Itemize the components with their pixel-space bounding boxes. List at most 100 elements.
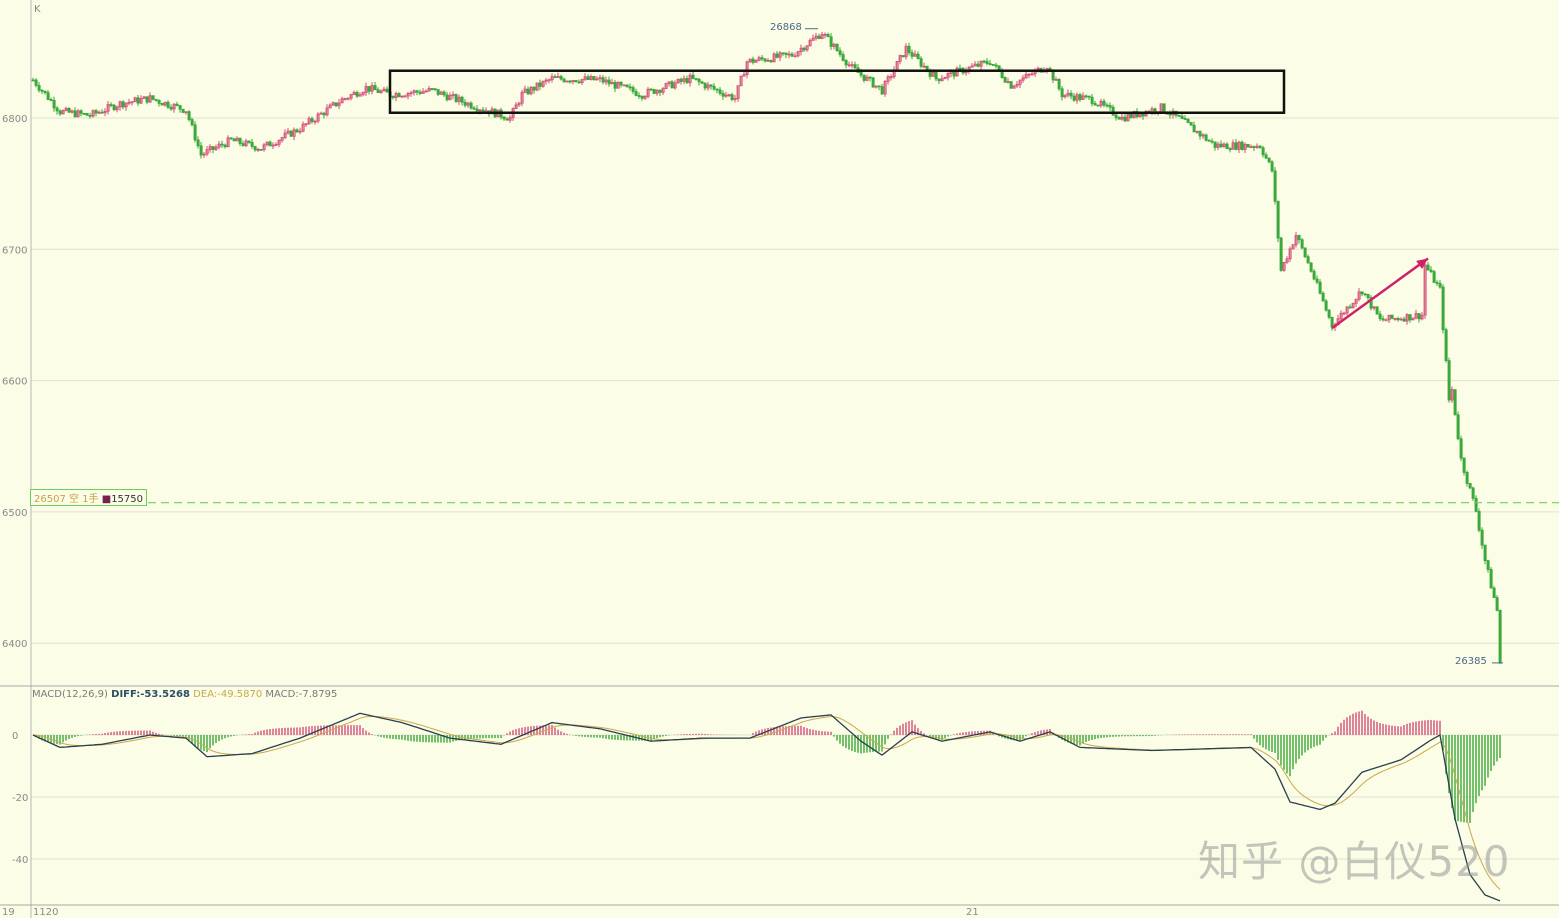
candle — [178, 105, 182, 110]
macd-legend-dea: DEA:-49.5870 — [193, 689, 263, 700]
candle — [565, 80, 569, 83]
candle — [1060, 88, 1064, 98]
candle — [670, 81, 674, 89]
candle — [1318, 281, 1322, 294]
candle — [211, 146, 215, 150]
candle — [406, 92, 410, 97]
candle — [187, 111, 191, 120]
candle — [901, 55, 905, 58]
candle — [1297, 235, 1301, 241]
candle — [559, 76, 563, 80]
candle — [817, 35, 821, 40]
candle — [1078, 94, 1082, 100]
candle — [1444, 329, 1448, 362]
candle — [436, 89, 440, 95]
candle — [1450, 389, 1454, 401]
candle — [1234, 142, 1238, 150]
candle — [139, 98, 143, 104]
candle — [145, 96, 149, 103]
candle — [943, 76, 947, 80]
candle — [1213, 141, 1217, 148]
candle — [913, 53, 917, 57]
candle — [1414, 313, 1418, 319]
candle — [790, 53, 794, 57]
candle — [922, 65, 926, 68]
candle — [1117, 116, 1121, 120]
candle — [718, 89, 722, 94]
diff-line — [32, 712, 1501, 902]
candle — [37, 85, 41, 91]
candle — [1126, 113, 1130, 122]
candle — [1192, 124, 1196, 133]
candle — [1216, 143, 1220, 148]
candle — [1015, 83, 1019, 87]
candle — [904, 45, 908, 58]
candle — [676, 78, 680, 84]
candle — [736, 85, 740, 99]
candle — [196, 139, 200, 147]
candle — [865, 76, 869, 81]
candle — [1489, 569, 1493, 589]
candle — [1324, 300, 1328, 311]
candle — [355, 92, 359, 97]
candle — [361, 92, 365, 96]
macd-tick-label: -20 — [12, 793, 28, 804]
candle — [946, 73, 950, 78]
candle — [1465, 471, 1469, 484]
position-marker[interactable]: 26507 空 1手 ■15750 — [30, 489, 147, 506]
candle — [403, 95, 407, 98]
candle — [1024, 73, 1028, 79]
position-side: 空 1手 — [69, 494, 99, 505]
candle — [1096, 104, 1100, 107]
candle — [955, 67, 959, 77]
candle — [1132, 111, 1136, 118]
candle — [1162, 103, 1166, 113]
candle — [1075, 94, 1079, 101]
candle — [454, 94, 458, 102]
candle — [1393, 318, 1397, 320]
candle — [415, 90, 419, 93]
candle — [385, 88, 389, 93]
candle — [349, 94, 353, 99]
candle — [376, 89, 380, 93]
candle — [868, 76, 872, 79]
grid-lines — [31, 117, 1559, 860]
candle — [1312, 270, 1316, 280]
candle — [721, 92, 725, 97]
price-tick-label: 6700 — [2, 245, 27, 256]
candle — [547, 79, 551, 82]
candle — [97, 111, 101, 114]
candle — [988, 63, 992, 65]
candle — [391, 95, 395, 98]
candle — [577, 81, 581, 84]
candle — [811, 37, 815, 41]
candle — [346, 97, 350, 100]
consolidation-box-annotation — [388, 69, 1286, 114]
candle — [739, 75, 743, 87]
candle — [1375, 306, 1379, 315]
candle — [280, 137, 284, 141]
candle — [517, 102, 521, 106]
dea-line — [32, 715, 1501, 890]
candle — [157, 99, 161, 104]
candle — [976, 63, 980, 67]
candle — [1321, 292, 1325, 302]
candle — [1285, 258, 1289, 263]
low-price-label: 26385 — [1455, 655, 1487, 667]
candle — [664, 83, 668, 90]
candle — [142, 96, 146, 100]
candle — [1432, 271, 1436, 283]
candle — [181, 108, 185, 113]
candle — [757, 57, 761, 61]
candle — [1072, 95, 1076, 101]
candle — [649, 88, 653, 91]
candle — [523, 88, 527, 93]
macd-histogram — [35, 710, 1501, 824]
candle — [472, 107, 476, 110]
candle — [1195, 130, 1199, 133]
candle — [1120, 116, 1124, 120]
candle — [1363, 293, 1367, 296]
candle — [1366, 293, 1370, 299]
candle — [1480, 529, 1484, 546]
